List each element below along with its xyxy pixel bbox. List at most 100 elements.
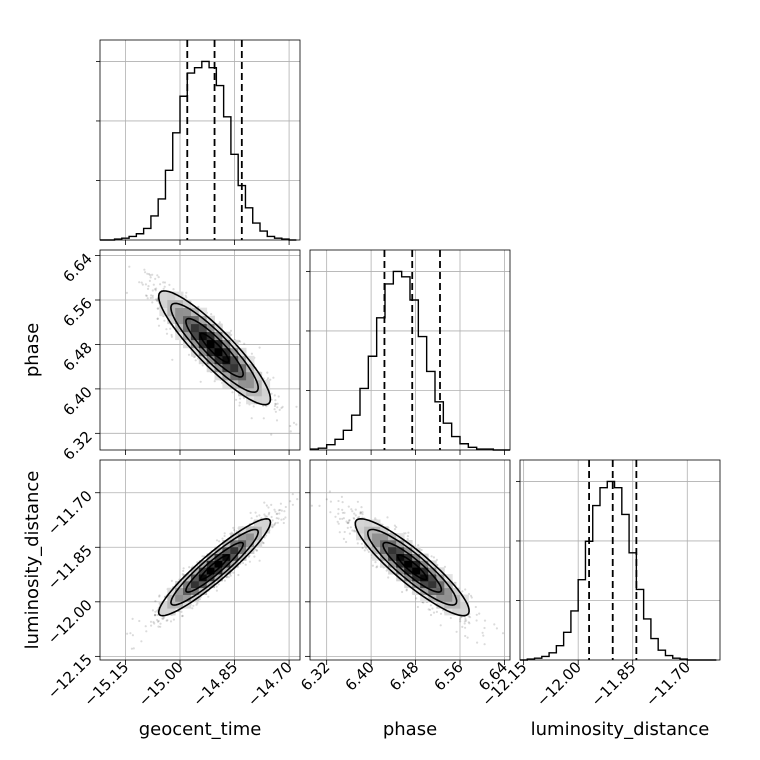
density-cell xyxy=(396,540,405,548)
scatter-point xyxy=(126,632,129,635)
scatter-point xyxy=(348,519,351,522)
scatter-point xyxy=(262,417,265,420)
scatter-point xyxy=(237,573,240,577)
x-axis-label-luminosity-distance: luminosity_distance xyxy=(531,719,710,740)
density-cell xyxy=(206,355,215,365)
density-cell xyxy=(175,307,184,317)
density-cell xyxy=(198,331,208,341)
scatter-point xyxy=(198,598,201,601)
scatter-point xyxy=(476,641,479,644)
scatter-point xyxy=(463,622,466,625)
scatter-point xyxy=(280,518,283,521)
scatter-point xyxy=(262,542,265,545)
density-cell xyxy=(238,533,247,541)
density-cell xyxy=(444,587,453,595)
scatter-panel-geocent-time-vs-luminosity-distance xyxy=(95,459,301,665)
scatter-point xyxy=(405,589,408,592)
scatter-point xyxy=(146,287,150,290)
scatter-point xyxy=(318,504,321,507)
scatter-point xyxy=(154,610,157,613)
panel-frame xyxy=(309,459,511,661)
scatter-point xyxy=(483,626,486,630)
density-cell xyxy=(198,587,208,595)
hist-panel-geocent-time xyxy=(96,39,301,245)
scatter-point xyxy=(165,619,168,622)
scatter-point xyxy=(435,610,438,614)
scatter-point xyxy=(131,634,134,637)
scatter-point xyxy=(453,581,456,584)
scatter-point xyxy=(274,403,277,406)
scatter-point xyxy=(464,588,467,591)
scatter-point xyxy=(151,296,154,299)
scatter-point xyxy=(268,511,271,514)
density-cell xyxy=(412,560,421,568)
scatter-point xyxy=(239,340,242,343)
scatter-point xyxy=(263,501,266,504)
contour-level-3 xyxy=(170,528,260,606)
density-cell xyxy=(222,363,231,373)
density-cell xyxy=(159,608,168,616)
scatter-point xyxy=(337,499,340,503)
density-cell xyxy=(420,580,429,589)
density-cell xyxy=(206,339,215,349)
scatter-point xyxy=(359,512,362,515)
scatter-point xyxy=(270,523,273,526)
density-cell xyxy=(198,347,208,357)
scatter-point xyxy=(459,620,462,623)
scatter-point xyxy=(432,611,436,614)
density-cell xyxy=(412,580,421,589)
scatter-point xyxy=(281,405,284,408)
scatter-point xyxy=(366,548,369,551)
density-cell xyxy=(253,387,263,397)
scatter-point xyxy=(310,504,313,507)
density-cell xyxy=(261,387,271,397)
scatter-point xyxy=(353,530,356,533)
density-cell xyxy=(253,519,263,527)
scatter-point xyxy=(165,332,169,335)
panel-frame xyxy=(99,249,301,451)
scatter-point xyxy=(352,516,355,520)
density-cell xyxy=(183,594,192,602)
scatter-point xyxy=(360,542,363,545)
scatter-point xyxy=(152,621,155,624)
scatter-point xyxy=(232,526,235,530)
scatter-point xyxy=(358,515,361,519)
scatter-point xyxy=(229,329,233,332)
density-cell xyxy=(222,331,231,341)
scatter-point xyxy=(276,402,279,405)
scatter-point xyxy=(349,526,352,529)
density-cell xyxy=(261,526,271,534)
density-cell xyxy=(190,331,200,341)
scatter-point xyxy=(151,609,154,612)
scatter-point xyxy=(265,534,268,537)
scatter-point xyxy=(258,514,261,517)
scatter-point xyxy=(467,615,470,618)
density-cell xyxy=(198,355,208,365)
scatter-point xyxy=(265,515,269,518)
scatter-point xyxy=(279,502,282,505)
scatter-point xyxy=(360,506,363,509)
scatter-point xyxy=(125,291,128,294)
panel-frame xyxy=(99,39,301,241)
scatter-point xyxy=(141,283,144,286)
scatter-point xyxy=(501,632,505,635)
density-cell xyxy=(230,347,239,357)
density-cell xyxy=(396,546,405,554)
scatter-point xyxy=(150,294,153,297)
density-cell xyxy=(460,601,469,609)
scatter-point xyxy=(157,307,160,310)
scatter-point xyxy=(359,510,362,514)
scatter-point xyxy=(387,576,390,579)
scatter-panel-phase-vs-luminosity-distance xyxy=(305,459,511,665)
scatter-point xyxy=(192,355,196,359)
scatter-point xyxy=(218,540,221,543)
x-tick-label-luminosity-distance: −11.85 xyxy=(588,658,640,710)
density-cell xyxy=(214,331,223,341)
scatter-point xyxy=(353,517,356,520)
scatter-point xyxy=(156,299,159,302)
scatter-point xyxy=(439,612,443,615)
scatter-point xyxy=(180,610,183,614)
scatter-point xyxy=(243,397,246,400)
scatter-point xyxy=(401,590,404,594)
